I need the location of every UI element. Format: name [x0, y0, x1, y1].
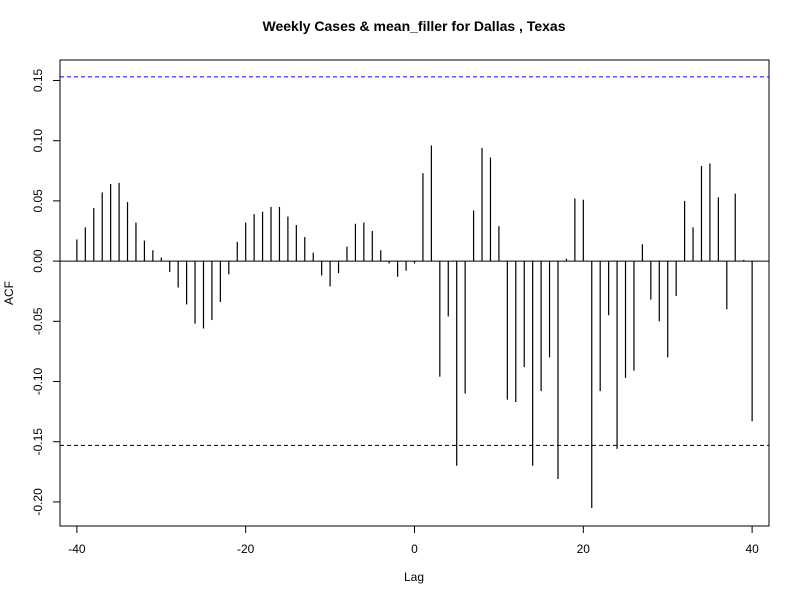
- y-tick-label: 0.15: [31, 68, 45, 92]
- y-tick-label: -0.05: [31, 307, 45, 335]
- y-axis: -0.20 -0.15 -0.10 -0.05 0.00 0.05 0.10 0.15: [31, 68, 61, 516]
- x-axis: -40 -20 0 20 40: [68, 525, 759, 556]
- plot-frame: [59, 59, 770, 527]
- x-tick-label: 20: [577, 542, 591, 556]
- y-tick-label: -0.20: [31, 488, 45, 516]
- chart-title: Weekly Cases & mean_filler for Dallas , …: [263, 18, 566, 34]
- y-tick-label: 0.00: [31, 249, 45, 273]
- x-tick-label: -40: [68, 542, 86, 556]
- x-tick-label: 0: [411, 542, 418, 556]
- acf-bars: [76, 145, 753, 508]
- y-tick-label: -0.15: [31, 428, 45, 456]
- y-axis-label: ACF: [2, 281, 16, 305]
- y-tick-label: 0.10: [31, 129, 45, 153]
- x-tick-label: -20: [237, 542, 255, 556]
- confidence-bounds: [60, 76, 769, 446]
- x-tick-label: 40: [745, 542, 759, 556]
- x-axis-label: Lag: [404, 570, 424, 584]
- y-tick-label: -0.10: [31, 368, 45, 396]
- y-tick-label: 0.05: [31, 189, 45, 213]
